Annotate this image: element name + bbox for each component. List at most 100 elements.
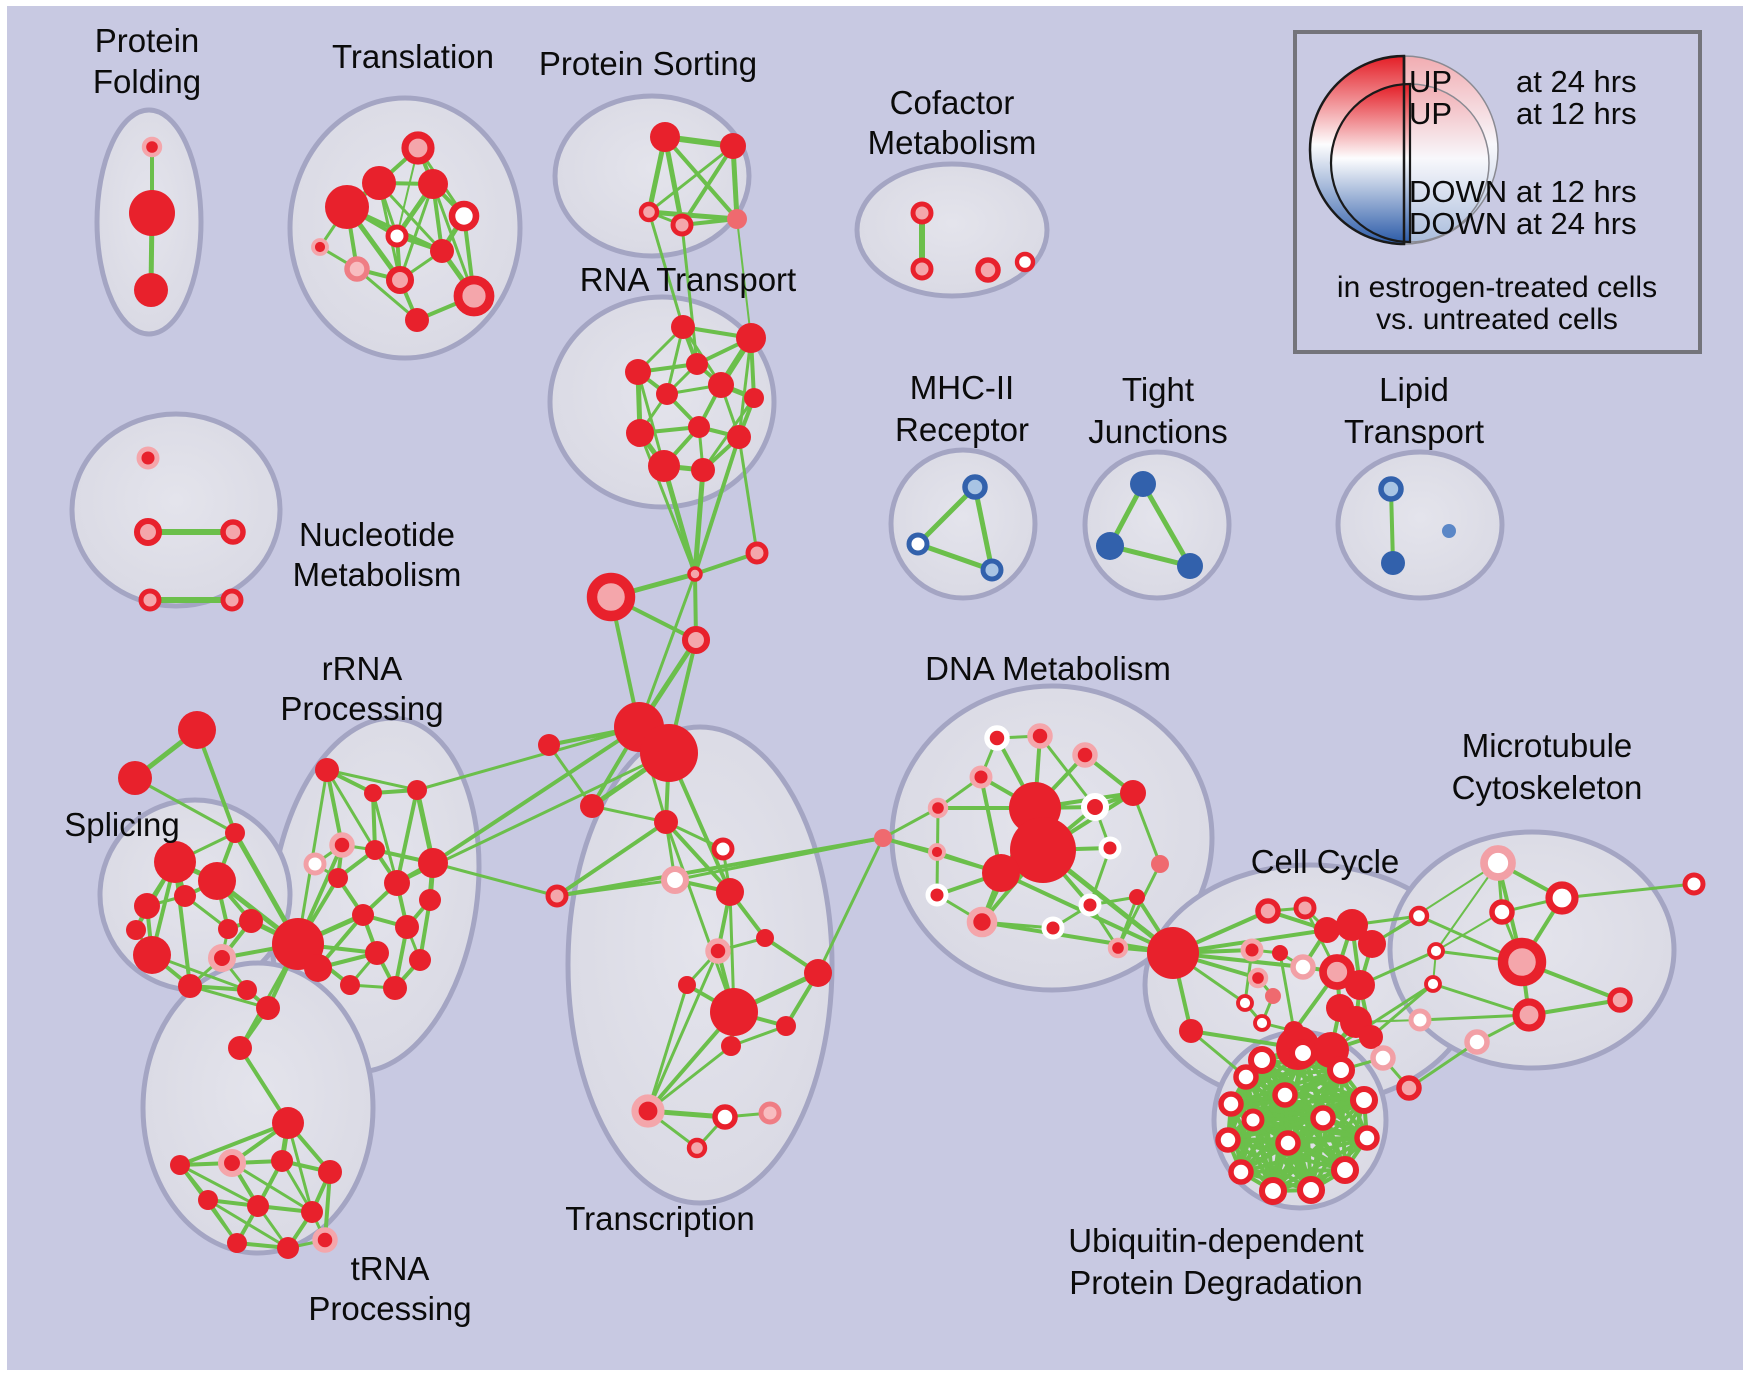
network-node[interactable] [927, 797, 949, 819]
network-node[interactable] [384, 870, 410, 896]
network-node[interactable] [1381, 551, 1405, 575]
network-node[interactable] [430, 239, 454, 263]
network-node[interactable] [1247, 967, 1269, 989]
network-node[interactable] [1177, 553, 1203, 579]
network-node[interactable] [966, 906, 998, 938]
network-node[interactable] [1129, 889, 1145, 905]
network-node[interactable] [247, 1195, 269, 1217]
network-node[interactable] [928, 843, 946, 861]
network-node[interactable] [198, 1190, 218, 1210]
network-node[interactable] [448, 200, 480, 232]
network-node[interactable] [312, 1227, 338, 1253]
network-node[interactable] [1330, 1155, 1360, 1185]
network-node[interactable] [1247, 1045, 1277, 1075]
network-node[interactable] [776, 1016, 796, 1036]
network-node[interactable] [1130, 471, 1156, 497]
network-node[interactable] [239, 909, 263, 933]
network-node[interactable] [1345, 970, 1375, 1000]
network-node[interactable] [1424, 975, 1442, 993]
network-node[interactable] [133, 936, 171, 974]
network-node[interactable] [686, 353, 708, 375]
network-node[interactable] [1464, 1029, 1490, 1055]
network-node[interactable] [727, 209, 747, 229]
network-node[interactable] [1010, 817, 1076, 883]
network-node[interactable] [1480, 845, 1516, 881]
network-node[interactable] [277, 1237, 299, 1259]
network-node[interactable] [134, 893, 160, 919]
network-node[interactable] [874, 829, 892, 847]
network-node[interactable] [686, 1137, 708, 1159]
network-node[interactable] [708, 372, 734, 398]
network-node[interactable] [1080, 792, 1110, 822]
network-node[interactable] [304, 954, 332, 982]
network-node[interactable] [409, 949, 431, 971]
network-node[interactable] [586, 572, 636, 622]
network-node[interactable] [1408, 1008, 1432, 1032]
network-node[interactable] [1314, 917, 1340, 943]
network-node[interactable] [129, 190, 175, 236]
network-node[interactable] [681, 625, 711, 655]
network-node[interactable] [1253, 1014, 1271, 1032]
network-node[interactable] [670, 213, 694, 237]
network-node[interactable] [650, 122, 680, 152]
network-node[interactable] [383, 976, 407, 1000]
network-node[interactable] [712, 1104, 738, 1130]
network-node[interactable] [1179, 1019, 1203, 1043]
network-node[interactable] [1151, 855, 1169, 873]
network-node[interactable] [1319, 954, 1355, 990]
network-node[interactable] [1078, 893, 1102, 917]
network-node[interactable] [365, 840, 385, 860]
network-node[interactable] [318, 1160, 342, 1184]
network-node[interactable] [272, 1107, 304, 1139]
network-node[interactable] [1326, 1055, 1356, 1085]
network-node[interactable] [218, 919, 238, 939]
network-node[interactable] [625, 359, 651, 385]
network-node[interactable] [1027, 723, 1053, 749]
network-node[interactable] [1358, 930, 1386, 958]
network-node[interactable] [1607, 987, 1633, 1013]
network-node[interactable] [1272, 945, 1288, 961]
network-node[interactable] [716, 878, 744, 906]
network-node[interactable] [1236, 994, 1254, 1012]
network-node[interactable] [228, 1036, 252, 1060]
network-node[interactable] [1296, 1175, 1326, 1205]
network-node[interactable] [1512, 998, 1546, 1032]
network-node[interactable] [640, 724, 698, 782]
network-node[interactable] [1096, 532, 1124, 560]
network-node[interactable] [1682, 872, 1706, 896]
network-node[interactable] [982, 854, 1020, 892]
network-node[interactable] [1310, 1105, 1336, 1131]
network-node[interactable] [344, 256, 370, 282]
network-node[interactable] [687, 566, 703, 582]
network-node[interactable] [626, 419, 654, 447]
network-node[interactable] [154, 841, 196, 883]
network-node[interactable] [1107, 937, 1129, 959]
network-node[interactable] [225, 823, 245, 843]
network-node[interactable] [256, 996, 280, 1020]
network-node[interactable] [301, 1201, 323, 1223]
network-node[interactable] [1427, 942, 1445, 960]
network-node[interactable] [237, 980, 257, 1000]
network-node[interactable] [969, 765, 993, 789]
network-node[interactable] [720, 133, 746, 159]
network-node[interactable] [395, 915, 419, 939]
network-node[interactable] [174, 885, 196, 907]
network-node[interactable] [906, 532, 930, 556]
network-node[interactable] [352, 904, 374, 926]
network-node[interactable] [1215, 1127, 1241, 1153]
network-node[interactable] [711, 837, 735, 861]
network-node[interactable] [198, 862, 236, 900]
network-node[interactable] [1272, 1082, 1298, 1108]
network-node[interactable] [1497, 937, 1547, 987]
network-node[interactable] [1359, 1025, 1383, 1049]
network-node[interactable] [303, 852, 327, 876]
network-node[interactable] [1258, 1176, 1288, 1206]
network-node[interactable] [638, 201, 660, 223]
network-node[interactable] [671, 315, 695, 339]
network-node[interactable] [362, 166, 396, 200]
network-node[interactable] [311, 238, 329, 256]
network-node[interactable] [178, 711, 216, 749]
network-node[interactable] [138, 588, 162, 612]
network-node[interactable] [220, 588, 244, 612]
network-node[interactable] [220, 519, 246, 545]
